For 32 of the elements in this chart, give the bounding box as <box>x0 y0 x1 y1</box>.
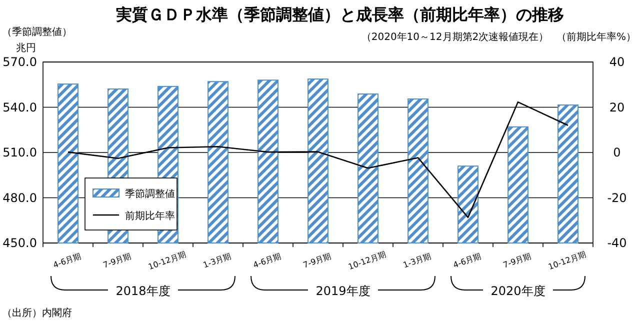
text: （出所）内閣府 <box>2 307 72 319</box>
y2-axis-title: （前期比年率%） <box>556 31 636 43</box>
y2-tick-label: 0 <box>613 146 621 160</box>
x-tick-label: 7-9月期 <box>502 251 532 270</box>
x-tick-label: 10-12月期 <box>547 250 588 272</box>
y-tick-label: 510.0 <box>2 146 37 160</box>
chart-subtitle: （2020年10～12月期第2次速報値現在） <box>361 31 549 43</box>
y-axis-title: （季節調整値） <box>2 26 72 38</box>
x-tick-label: 7-9月期 <box>102 251 132 270</box>
y2-tick-label: -40 <box>607 236 627 250</box>
x-tick-label: 4-6月期 <box>252 251 282 270</box>
x-tick-label: 1-3月期 <box>202 251 232 270</box>
x-tick-label: 4-6月期 <box>452 251 482 270</box>
text: 2019年度 <box>316 284 370 298</box>
y-tick-label: 570.0 <box>2 55 37 69</box>
x-tick-label: 7-9月期 <box>302 251 332 270</box>
legend-label: 季節調整値 <box>125 188 175 200</box>
y-tick-label: 450.0 <box>2 236 37 250</box>
y-tick-label: 540.0 <box>2 100 37 114</box>
chart-title: 実質ＧＤＰ水準（季節調整値）と成長率（前期比年率）の推移 <box>115 5 564 24</box>
y2-tick-label: 20 <box>609 100 625 114</box>
legend-label: 前期比年率 <box>125 210 175 222</box>
x-tick-label: 1-3月期 <box>402 251 432 270</box>
y2-tick-label: -20 <box>607 190 627 205</box>
y-tick-label: 480.0 <box>2 190 37 205</box>
x-tick-label: 4-6月期 <box>52 251 82 270</box>
text: 兆円 <box>16 42 36 54</box>
text: 2018年度 <box>116 284 170 298</box>
x-tick-label: 10-12月期 <box>347 250 388 272</box>
text: 2020年度 <box>490 284 546 298</box>
x-tick-label: 10-12月期 <box>147 250 188 272</box>
y2-tick-label: 40 <box>609 55 625 69</box>
